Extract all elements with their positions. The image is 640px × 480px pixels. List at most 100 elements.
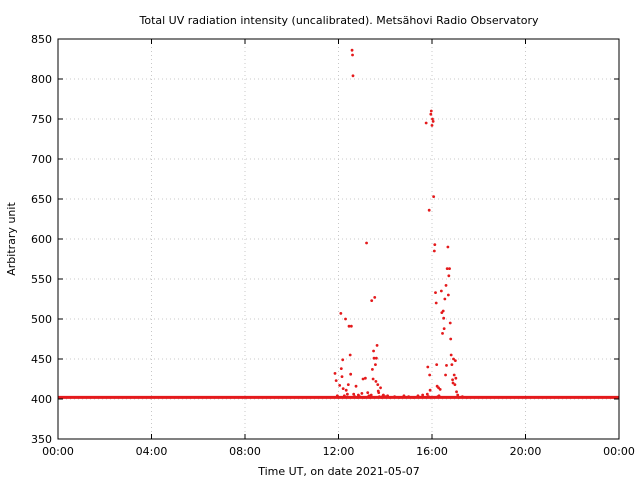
data-point [445,364,448,367]
x-tick-label: 08:00 [229,445,261,458]
data-point [426,365,430,369]
data-points [333,48,469,399]
y-axis-ticks: 350 400 450 500 550 600 650 700 750 800 850 [31,33,619,446]
data-point [333,372,337,375]
data-point [416,394,420,398]
data-point [411,396,415,399]
data-point [374,380,378,383]
data-point [334,379,338,382]
y-tick-label: 600 [31,233,52,246]
data-point [460,395,464,398]
data-point [388,396,392,399]
data-point [376,383,380,386]
data-point [441,332,444,335]
data-point [393,395,396,398]
x-tick-label: 20:00 [510,445,542,458]
data-point [427,208,431,212]
data-point [439,289,443,293]
data-point [349,372,353,376]
y-tick-label: 550 [31,273,52,286]
data-point [341,358,345,362]
data-point [432,249,436,253]
data-point [375,344,379,347]
data-point [371,377,375,381]
data-point [344,317,347,321]
data-point [339,367,343,370]
data-point [455,390,458,394]
data-point [337,396,340,399]
data-point [353,395,357,398]
data-point [402,394,406,398]
data-point [457,396,461,399]
data-point [454,376,458,380]
data-point [381,393,385,397]
data-point [363,376,367,380]
data-point [450,363,454,366]
data-point [373,296,377,299]
data-point [425,392,429,396]
data-point [449,337,453,341]
data-point [437,394,441,398]
data-point [351,74,355,78]
data-point [383,395,387,398]
data-point [431,120,435,123]
data-point [362,396,366,399]
data-point [370,299,374,302]
data-point [360,392,364,395]
y-axis-label: Arbitrary unit [5,202,18,276]
data-point [428,373,432,377]
data-point [352,392,356,396]
data-point [444,373,447,377]
data-point [446,245,450,249]
x-tick-label: 12:00 [323,445,355,458]
data-point [338,384,342,387]
x-axis-label: Time UT, on date 2021-05-07 [257,465,420,478]
data-point [370,368,374,371]
data-point [448,321,452,325]
data-point [452,357,455,361]
data-point [428,388,432,392]
grid-lines [58,39,619,439]
data-point [434,301,438,305]
y-tick-label: 650 [31,193,52,206]
data-point [444,284,448,287]
data-point [465,396,469,399]
data-point [434,291,437,294]
data-point [431,117,434,121]
data-point [453,383,457,386]
data-point [348,353,352,357]
data-point [442,327,446,330]
x-axis-ticks: 00:00 04:00 08:00 12:00 16:00 20:00 00:00 [42,39,635,458]
data-point [432,195,436,199]
data-point [378,395,381,398]
data-point [379,386,382,390]
data-point [351,53,354,57]
x-tick-label: 00:00 [42,445,74,458]
data-point [435,363,439,366]
data-point [442,316,446,320]
data-point [346,383,350,386]
data-point [342,394,346,398]
data-point [344,388,348,392]
x-tick-label: 16:00 [416,445,448,458]
data-point [340,375,344,378]
data-point [427,395,430,398]
data-point [345,392,349,396]
data-point [354,384,358,388]
data-point [361,377,365,381]
y-tick-label: 700 [31,153,52,166]
data-point [374,356,378,360]
data-point [341,387,345,390]
data-point [347,324,351,328]
data-point [446,293,450,297]
data-point [430,124,434,127]
data-point [349,324,353,328]
data-point [372,356,376,360]
y-tick-label: 750 [31,113,52,126]
chart-title: Total UV radiation intensity (uncalibrat… [139,14,539,27]
data-point [453,359,457,362]
data-point [456,393,460,397]
data-point [368,396,372,399]
y-tick-label: 500 [31,313,52,326]
data-point [437,386,440,390]
